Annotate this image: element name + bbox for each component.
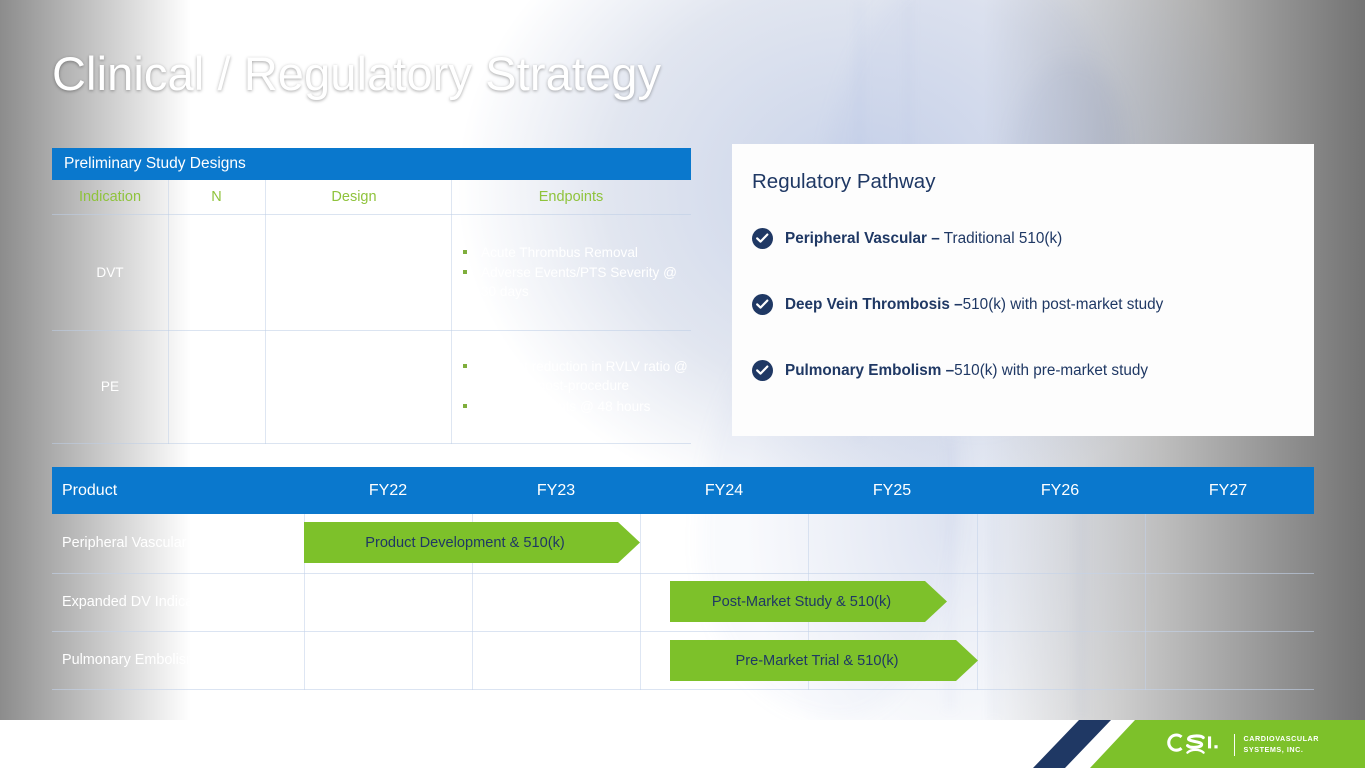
study-designs-table: Preliminary Study Designs Indication N D… bbox=[52, 148, 691, 444]
regulatory-pathway-item-label: Deep Vein Thrombosis –510(k) with post-m… bbox=[785, 296, 1163, 314]
regulatory-pathway-item-label: Pulmonary Embolism –510(k) with pre-mark… bbox=[785, 362, 1148, 380]
item-rest-part: 510(k) with post-market study bbox=[962, 295, 1164, 313]
list-item: Percent reduction in RVLV ratio @ 48 hou… bbox=[461, 357, 691, 396]
regulatory-pathway-card: Regulatory Pathway Peripheral Vascular –… bbox=[732, 144, 1314, 436]
roadmap-bar-label: Post-Market Study & 510(k) bbox=[711, 593, 892, 610]
table-row: Pulmonary Embolism Pre-Market Trial & 51… bbox=[52, 631, 1314, 690]
table-row: Peripheral Vascular Product Development … bbox=[52, 514, 1314, 573]
column-header-fy27: FY27 bbox=[1208, 481, 1248, 499]
regulatory-pathway-item: Peripheral Vascular – Traditional 510(k) bbox=[752, 228, 1062, 249]
roadmap-table: Product FY22 FY23 FY24 FY25 FY26 FY27 Pe… bbox=[52, 467, 1314, 690]
study-designs-header-row: Indication N Design Endpoints bbox=[52, 180, 691, 214]
column-divider bbox=[451, 180, 452, 444]
item-rest-part: 510(k) with pre-market study bbox=[954, 361, 1148, 379]
table-row: Expanded DV Indication Post-Market Study… bbox=[52, 572, 1314, 632]
column-header-fy26: FY26 bbox=[1040, 481, 1080, 499]
column-header-indication: Indication bbox=[78, 189, 142, 205]
column-divider bbox=[265, 180, 266, 444]
regulatory-pathway-title: Regulatory Pathway bbox=[752, 170, 936, 193]
column-header-fy22: FY22 bbox=[368, 481, 408, 499]
list-item: Adverse Events/PTS Severity @ 30 days bbox=[461, 263, 691, 302]
column-divider bbox=[977, 514, 978, 690]
csi-logo: CARDIOVASCULAR SYSTEMS, INC. bbox=[1165, 731, 1319, 758]
table-row: DVT ~130 Single Arm, Prospective, Post-M… bbox=[52, 214, 691, 330]
regulatory-pathway-item-label: Peripheral Vascular – Traditional 510(k) bbox=[785, 230, 1062, 248]
column-divider bbox=[168, 180, 169, 444]
item-bold-part: Pulmonary Embolism – bbox=[785, 361, 955, 379]
logo-divider bbox=[1233, 733, 1235, 756]
roadmap-body: Peripheral Vascular Product Development … bbox=[52, 514, 1314, 690]
roadmap-row-label: Peripheral Vascular bbox=[62, 535, 187, 552]
column-header-design: Design bbox=[331, 189, 377, 205]
item-bold-part: Peripheral Vascular – bbox=[785, 229, 940, 247]
cell-design: Single Arm, Prospective, Post-Market Stu… bbox=[277, 255, 426, 290]
column-header-n: N bbox=[211, 189, 222, 205]
list-item: Adverse Events @ 48 hours bbox=[461, 397, 691, 416]
list-item: Acute Thrombus Removal bbox=[461, 243, 691, 262]
roadmap-bar-label: Product Development & 510(k) bbox=[365, 534, 565, 551]
study-designs-band: Preliminary Study Designs bbox=[52, 148, 691, 180]
cell-n: ~130 bbox=[201, 264, 232, 280]
column-header-product: Product bbox=[62, 481, 118, 499]
roadmap-row-label: Pulmonary Embolism bbox=[62, 652, 198, 669]
table-bottom-rule bbox=[52, 443, 691, 444]
column-header-fy25: FY25 bbox=[872, 481, 912, 499]
column-header-endpoints: Endpoints bbox=[538, 189, 604, 205]
logo-line-1: CARDIOVASCULAR bbox=[1243, 734, 1319, 744]
roadmap-bar-pulmonary-embolism: Pre-Market Trial & 510(k) bbox=[670, 640, 978, 681]
item-bold-part: Deep Vein Thrombosis – bbox=[785, 295, 963, 313]
csi-logo-icon bbox=[1165, 732, 1227, 758]
cell-endpoints: Percent reduction in RVLV ratio @ 48 hou… bbox=[451, 331, 691, 443]
cell-n: ~120 bbox=[201, 379, 232, 395]
roadmap-bar-peripheral-vascular: Product Development & 510(k) bbox=[304, 522, 640, 563]
cell-indication: PE bbox=[100, 379, 120, 395]
logo-wordmark: CARDIOVASCULAR SYSTEMS, INC. bbox=[1244, 734, 1319, 755]
roadmap-row-label: Expanded DV Indication bbox=[62, 594, 217, 611]
cell-design: Single Arm, Prospective Multicenter Pivo… bbox=[277, 369, 427, 404]
logo-line-2: SYSTEMS, INC. bbox=[1243, 744, 1304, 754]
endpoint-list: Acute Thrombus Removal Adverse Events/PT… bbox=[461, 243, 691, 303]
table-row: PE ~120 Single Arm, Prospective Multicen… bbox=[52, 330, 691, 443]
column-header-fy23: FY23 bbox=[536, 481, 576, 499]
study-designs-band-label: Preliminary Study Designs bbox=[64, 155, 246, 172]
column-header-fy24: FY24 bbox=[704, 481, 744, 499]
slide-footer: CARDIOVASCULAR SYSTEMS, INC. bbox=[0, 720, 1365, 768]
check-circle-icon bbox=[752, 228, 773, 249]
page-title: Clinical / Regulatory Strategy bbox=[52, 47, 662, 100]
study-designs-grid: Indication N Design Endpoints DVT ~130 S… bbox=[52, 180, 691, 444]
check-circle-icon bbox=[752, 294, 773, 315]
column-divider bbox=[472, 514, 473, 690]
roadmap-bar-expanded-dv-indication: Post-Market Study & 510(k) bbox=[670, 581, 947, 622]
roadmap-bar-label: Pre-Market Trial & 510(k) bbox=[735, 652, 899, 669]
endpoint-list: Percent reduction in RVLV ratio @ 48 hou… bbox=[461, 357, 691, 417]
column-divider bbox=[304, 514, 305, 690]
roadmap-header-row: Product FY22 FY23 FY24 FY25 FY26 FY27 bbox=[52, 467, 1314, 514]
column-divider bbox=[1145, 514, 1146, 690]
item-rest-part: Traditional 510(k) bbox=[939, 229, 1063, 247]
regulatory-pathway-item: Deep Vein Thrombosis –510(k) with post-m… bbox=[752, 294, 1163, 315]
regulatory-pathway-item: Pulmonary Embolism –510(k) with pre-mark… bbox=[752, 360, 1148, 381]
cell-endpoints: Acute Thrombus Removal Adverse Events/PT… bbox=[451, 215, 691, 330]
cell-indication: DVT bbox=[96, 264, 124, 280]
footer-green-band bbox=[1090, 720, 1365, 768]
column-divider bbox=[640, 514, 641, 690]
check-circle-icon bbox=[752, 360, 773, 381]
